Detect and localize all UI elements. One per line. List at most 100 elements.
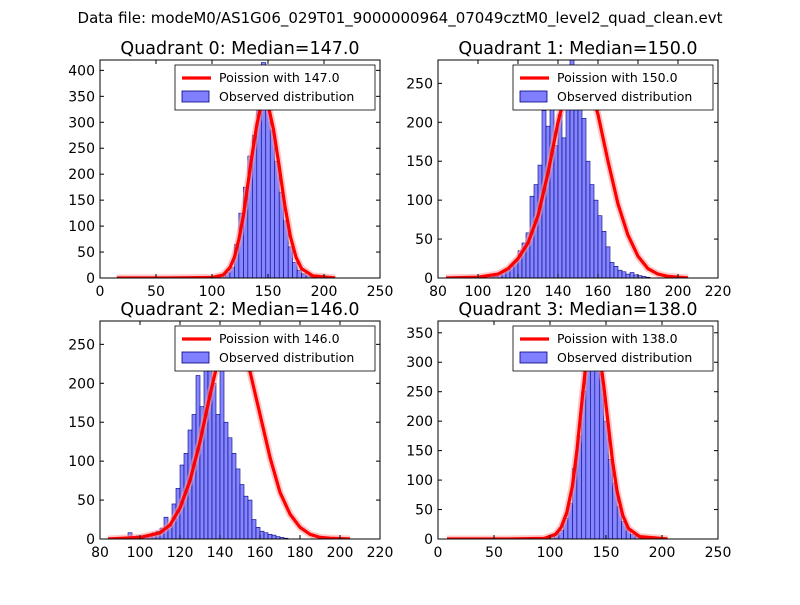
x-tick-label: 80 xyxy=(429,284,447,300)
histogram-bar xyxy=(267,534,273,539)
axes-frame xyxy=(437,59,719,279)
axes-frame xyxy=(99,59,381,279)
x-tick-label: 120 xyxy=(167,545,194,561)
histogram-bar xyxy=(235,468,241,539)
legend: Poission with 146.0 Observed distribution xyxy=(174,325,376,372)
histogram-bar xyxy=(263,532,269,539)
poisson-curve xyxy=(116,99,336,278)
y-tick-label: 100 xyxy=(68,454,95,470)
histogram-bar xyxy=(231,453,237,539)
y-tick-label: 0 xyxy=(86,271,95,287)
x-tick-label: 150 xyxy=(593,545,620,561)
histogram-bar xyxy=(239,484,245,539)
histogram-bar xyxy=(609,262,615,278)
y-tick-label: 100 xyxy=(406,473,433,489)
x-tick-label: 200 xyxy=(665,284,692,300)
figure-suptitle: Data file: modeM0/AS1G06_029T01_90000009… xyxy=(78,9,723,28)
legend-box xyxy=(174,64,376,111)
histogram-bar xyxy=(581,118,587,278)
x-tick-label: 200 xyxy=(311,284,338,300)
plot-area xyxy=(107,328,351,539)
legend-bars-label: Observed distribution xyxy=(219,350,354,365)
y-tick-label: 100 xyxy=(68,219,95,235)
y-tick-label: 300 xyxy=(68,115,95,131)
y-tick-label: 350 xyxy=(68,89,95,105)
y-tick-label: 250 xyxy=(406,385,433,401)
y-tick-label: 100 xyxy=(406,193,433,209)
quadrant-0-panel: Quadrant 0: Median=147.0 0 50 100 150 200 250 0… xyxy=(68,39,393,300)
axes-frame xyxy=(99,320,381,540)
histogram-bar xyxy=(259,530,265,539)
x-tick-label: 140 xyxy=(207,545,234,561)
y-tick-label: 300 xyxy=(406,355,433,371)
histogram-bar xyxy=(617,269,623,278)
y-tick-label: 50 xyxy=(415,232,433,248)
plot-area xyxy=(116,62,336,278)
panel-title: Quadrant 0: Median=147.0 xyxy=(120,39,359,59)
x-tick-label: 0 xyxy=(434,545,443,561)
y-tick-label: 150 xyxy=(406,154,433,170)
quadrant-2-panel: Quadrant 2: Median=146.0 80 100 120 140 160 18… xyxy=(68,300,393,561)
x-tick-label: 0 xyxy=(96,284,105,300)
legend-bars-swatch xyxy=(519,90,548,103)
histogram-bar xyxy=(203,347,209,539)
x-tick-label: 100 xyxy=(465,284,492,300)
x-tick-label: 200 xyxy=(649,545,676,561)
histogram-bar xyxy=(601,230,607,278)
x-tick-label: 160 xyxy=(585,284,612,300)
legend-box xyxy=(174,325,376,372)
histogram-bar xyxy=(553,145,559,278)
x-tick-label: 150 xyxy=(255,284,282,300)
y-tick-label: 200 xyxy=(406,115,433,131)
histogram-bar xyxy=(215,414,221,539)
panel-title: Quadrant 3: Median=138.0 xyxy=(458,300,697,320)
legend-curve-label: Poission with 147.0 xyxy=(219,70,340,85)
histogram-bar xyxy=(625,273,631,278)
poisson-curve-glow xyxy=(116,98,336,278)
y-tick-label: 50 xyxy=(77,493,95,509)
legend-box xyxy=(512,64,714,111)
histogram-bar xyxy=(605,246,611,278)
histogram-bar xyxy=(629,272,635,278)
axes-frame xyxy=(437,320,719,540)
histogram-bar xyxy=(589,184,595,278)
y-tick-label: 150 xyxy=(406,444,433,460)
y-tick-label: 250 xyxy=(406,76,433,92)
histogram-bar xyxy=(211,382,217,539)
y-tick-label: 200 xyxy=(68,167,95,183)
y-tick-label: 150 xyxy=(68,193,95,209)
legend-bars-label: Observed distribution xyxy=(557,89,692,104)
x-tick-label: 140 xyxy=(545,284,572,300)
histogram-bar xyxy=(577,106,583,278)
histogram-bar xyxy=(243,495,249,539)
histogram-bar xyxy=(561,137,567,278)
x-tick-label: 250 xyxy=(705,545,732,561)
legend-box xyxy=(512,325,714,372)
y-tick-label: 150 xyxy=(68,415,95,431)
plot-area xyxy=(445,60,689,278)
y-tick-label: 0 xyxy=(86,532,95,548)
x-tick-label: 50 xyxy=(147,284,165,300)
quadrant-1-panel: Quadrant 1: Median=150.0 80 100 120 140 160 18… xyxy=(406,39,731,300)
legend-curve-label: Poission with 138.0 xyxy=(557,331,678,346)
histogram-bar xyxy=(223,421,229,539)
x-tick-label: 250 xyxy=(367,284,394,300)
y-tick-label: 350 xyxy=(406,326,433,342)
x-tick-label: 180 xyxy=(625,284,652,300)
legend: Poission with 147.0 Observed distribution xyxy=(174,64,376,111)
histogram-bar xyxy=(593,199,599,278)
histogram-bar xyxy=(251,519,257,539)
legend-bars-swatch xyxy=(519,351,548,364)
legend-curve-label: Poission with 146.0 xyxy=(219,331,340,346)
y-tick-label: 250 xyxy=(68,141,95,157)
y-tick-label: 0 xyxy=(424,532,433,548)
x-tick-label: 100 xyxy=(537,545,564,561)
histogram-bar xyxy=(573,90,579,278)
x-tick-label: 200 xyxy=(327,545,354,561)
histogram-bar xyxy=(613,266,619,278)
legend-bars-label: Observed distribution xyxy=(557,350,692,365)
x-tick-label: 120 xyxy=(505,284,532,300)
legend-bars-swatch xyxy=(181,351,210,364)
y-tick-label: 400 xyxy=(68,63,95,79)
